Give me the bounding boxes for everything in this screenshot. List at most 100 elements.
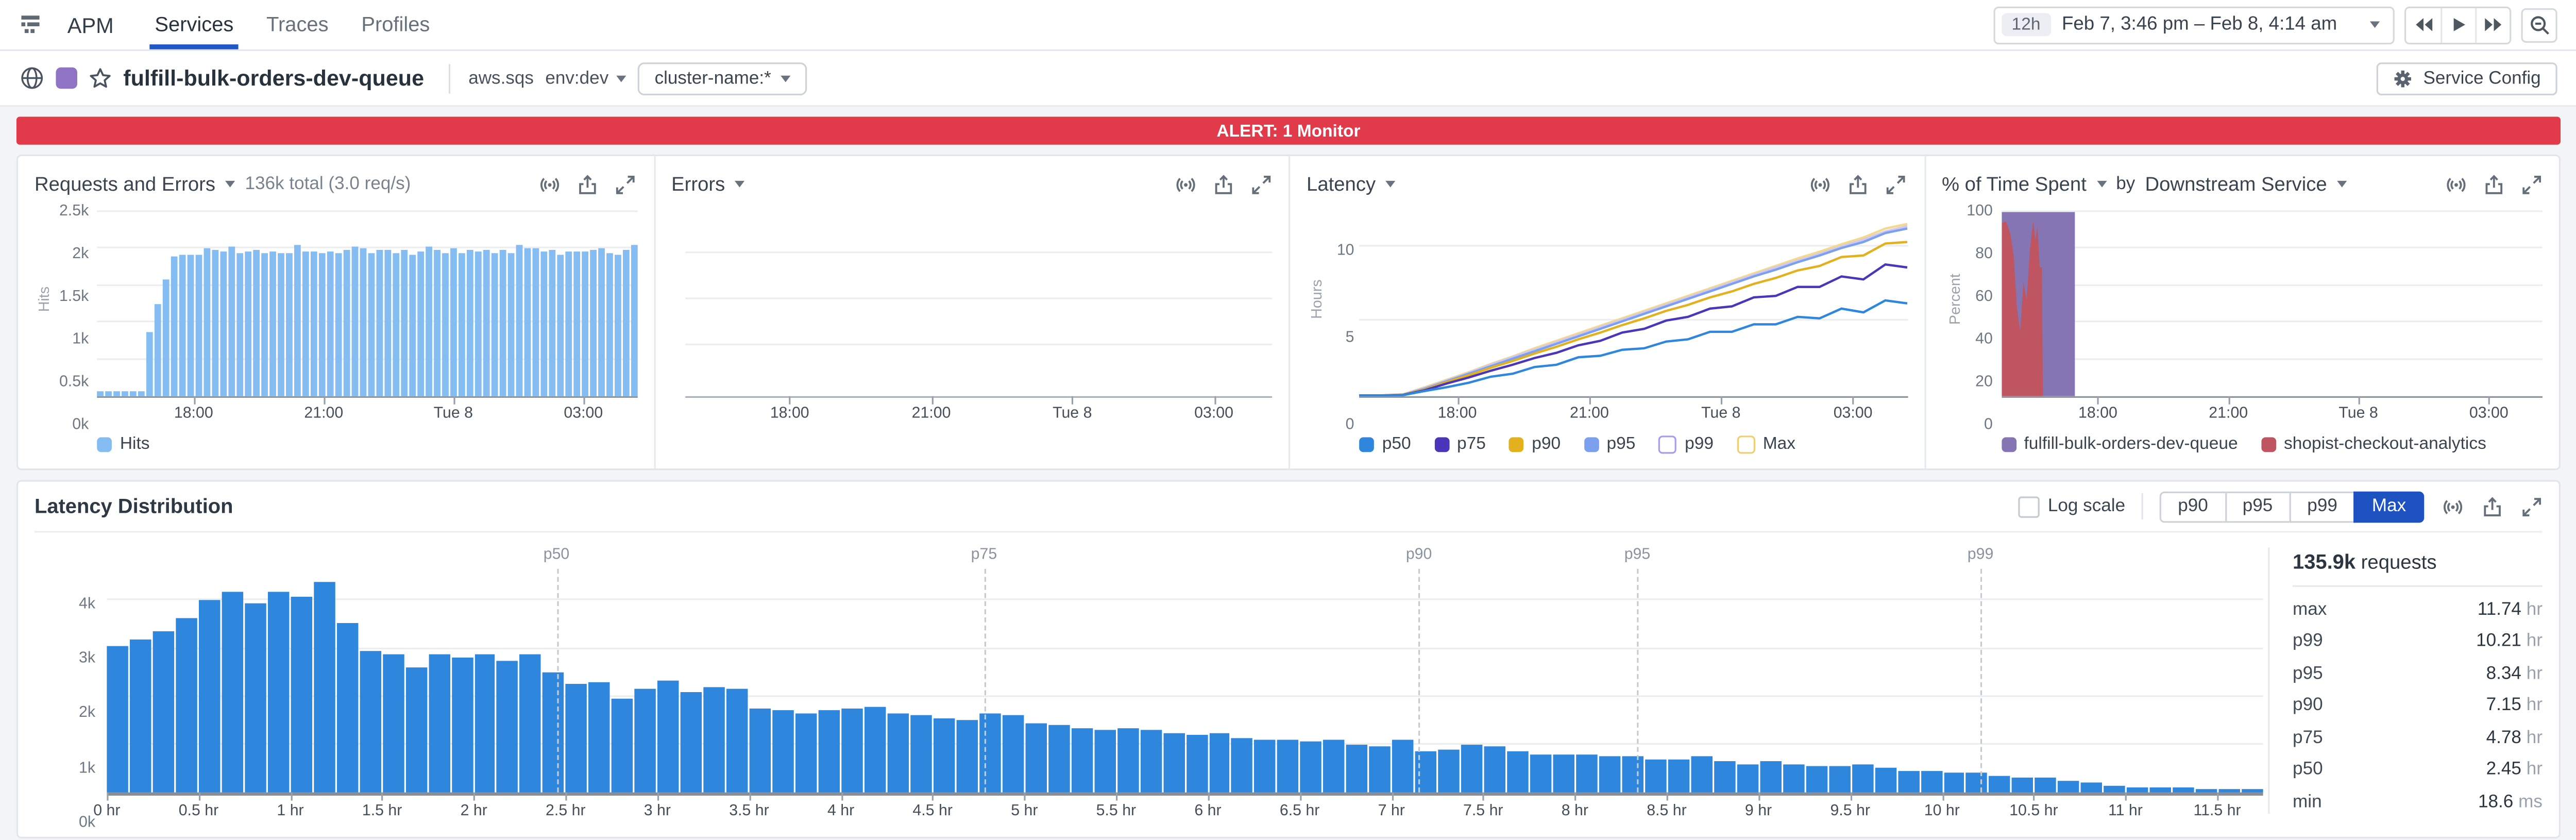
- log-scale-toggle[interactable]: Log scale: [2018, 495, 2125, 517]
- fullscreen-icon[interactable]: [2519, 173, 2543, 196]
- errors-chart[interactable]: 18:00 21:00 Tue 8 03:00: [684, 212, 1273, 426]
- fullscreen-icon[interactable]: [1249, 173, 1272, 196]
- tick-mark: [2358, 396, 2360, 405]
- percentile-button-max[interactable]: Max: [2353, 491, 2425, 522]
- stat-row-p75: p75 4.78 hr: [2293, 727, 2543, 747]
- legend-item-p90[interactable]: p90: [1509, 434, 1561, 453]
- legend-item-shopist-checkout-analytics[interactable]: shopist-checkout-analytics: [2261, 434, 2486, 453]
- export-icon[interactable]: [1211, 173, 1234, 196]
- time-play-button[interactable]: [2441, 7, 2476, 42]
- bar: [138, 392, 145, 396]
- bar: [122, 390, 128, 396]
- fullscreen-icon[interactable]: [2519, 495, 2543, 518]
- time-range-picker[interactable]: 12h Feb 7, 3:46 pm – Feb 8, 4:14 am: [1993, 6, 2395, 44]
- x-tick-label: 1.5 hr: [362, 802, 402, 820]
- distribution-histogram[interactable]: 0k 1k 2k 3k 4k p50 p75 p90 p95 p99 0 hr 0.5 hr 1 h…: [79, 546, 2263, 832]
- service-type-icon: [56, 67, 77, 89]
- y-tick-label: 80: [1975, 245, 1993, 263]
- time-forward-button[interactable]: [2475, 7, 2510, 42]
- bar: [97, 391, 104, 396]
- signal-icon[interactable]: [1174, 173, 1197, 196]
- chevron-down-icon[interactable]: [2096, 180, 2107, 188]
- chevron-down-icon[interactable]: [1385, 180, 1396, 188]
- fullscreen-icon[interactable]: [1884, 173, 1907, 196]
- x-tick-label: 03:00: [1833, 404, 1873, 423]
- tick-mark: [1589, 396, 1591, 405]
- app-title: APM: [67, 12, 114, 37]
- tab-traces[interactable]: Traces: [266, 13, 329, 37]
- bar: [130, 391, 137, 396]
- percentile-label-p50: p50: [543, 546, 570, 564]
- legend-item-max[interactable]: Max: [1736, 434, 1795, 453]
- chart-title[interactable]: Latency: [1307, 172, 1376, 196]
- tick-mark: [789, 396, 791, 405]
- bar: [1553, 754, 1575, 793]
- tick-mark: [933, 792, 935, 801]
- x-tick-label: 11.5 hr: [2193, 802, 2241, 820]
- x-tick-label: 2.5 hr: [546, 802, 586, 820]
- signal-icon[interactable]: [538, 173, 562, 196]
- chevron-down-icon[interactable]: [735, 180, 745, 188]
- time-back-button[interactable]: [2406, 7, 2441, 42]
- bar: [244, 603, 266, 793]
- service-header: fulfill-bulk-orders-dev-queue aws.sqs en…: [0, 51, 2576, 107]
- chevron-down-icon[interactable]: [2336, 180, 2347, 188]
- log-scale-checkbox[interactable]: [2018, 495, 2040, 517]
- latency-chart[interactable]: Hours 0 5 10 18:00 21:00 Tue 8 03:00: [1308, 212, 1907, 434]
- bar: [290, 596, 312, 793]
- gridline: [684, 250, 1273, 253]
- bar: [302, 252, 309, 396]
- chart-title[interactable]: % of Time Spent: [1941, 172, 2087, 196]
- percentile-button-p99[interactable]: p99: [2289, 491, 2355, 522]
- bar: [1461, 744, 1483, 793]
- chevron-down-icon[interactable]: [225, 180, 235, 188]
- service-config-button[interactable]: Service Config: [2377, 61, 2557, 95]
- legend-swatch: [97, 436, 112, 451]
- chart-title[interactable]: Errors: [671, 172, 725, 196]
- legend-item-hits[interactable]: Hits: [97, 434, 150, 453]
- group-by-select[interactable]: Downstream Service: [2145, 172, 2327, 196]
- percentile-label-p95: p95: [1624, 546, 1651, 564]
- percentile-button-p95[interactable]: p95: [2224, 491, 2291, 522]
- bar: [1783, 763, 1804, 793]
- tab-services[interactable]: Services: [149, 0, 239, 49]
- bar: [1255, 740, 1276, 793]
- star-favorite-icon[interactable]: [89, 66, 112, 90]
- bar: [171, 256, 178, 396]
- export-icon[interactable]: [576, 173, 599, 196]
- cluster-filter[interactable]: cluster-name:*: [638, 61, 807, 95]
- legend-item-p95[interactable]: p95: [1583, 434, 1635, 453]
- signal-icon[interactable]: [2444, 173, 2467, 196]
- env-filter[interactable]: env:dev: [545, 68, 627, 88]
- signal-icon[interactable]: [2441, 495, 2464, 518]
- bar: [450, 247, 457, 396]
- legend-item-p75[interactable]: p75: [1434, 434, 1486, 453]
- tab-profiles[interactable]: Profiles: [361, 13, 430, 37]
- export-icon[interactable]: [1846, 173, 1870, 196]
- export-icon[interactable]: [2482, 173, 2505, 196]
- export-icon[interactable]: [2480, 495, 2503, 518]
- time-duration-badge: 12h: [2002, 13, 2050, 37]
- x-tick-label: 03:00: [2469, 404, 2509, 423]
- legend-item-fulfill-bulk-orders-dev-queue[interactable]: fulfill-bulk-orders-dev-queue: [2001, 434, 2238, 453]
- legend-item-p99[interactable]: p99: [1658, 434, 1714, 453]
- y-tick-label: 2.5k: [59, 202, 89, 221]
- bar: [294, 245, 301, 396]
- zoom-out-button[interactable]: [2521, 7, 2557, 42]
- signal-icon[interactable]: [1809, 173, 1832, 196]
- percentile-button-p90[interactable]: p90: [2160, 491, 2226, 522]
- time-spent-chart[interactable]: Percent 0 20 40 60 80 100 18:00 21:00 Tue 8 03:0…: [1946, 202, 2543, 434]
- bar: [520, 653, 541, 793]
- bar: [1117, 728, 1139, 793]
- bar: [540, 251, 548, 396]
- legend-item-p50[interactable]: p50: [1359, 434, 1411, 453]
- tick-mark: [1457, 396, 1459, 405]
- nav-list-icon[interactable]: [20, 13, 44, 37]
- bar: [1185, 735, 1208, 793]
- bar: [162, 279, 170, 396]
- fullscreen-icon[interactable]: [614, 173, 637, 196]
- monitor-alert-banner[interactable]: ALERT: 1 Monitor: [16, 116, 2561, 145]
- legend-swatch: [2261, 436, 2276, 451]
- chart-title[interactable]: Requests and Errors: [34, 172, 216, 196]
